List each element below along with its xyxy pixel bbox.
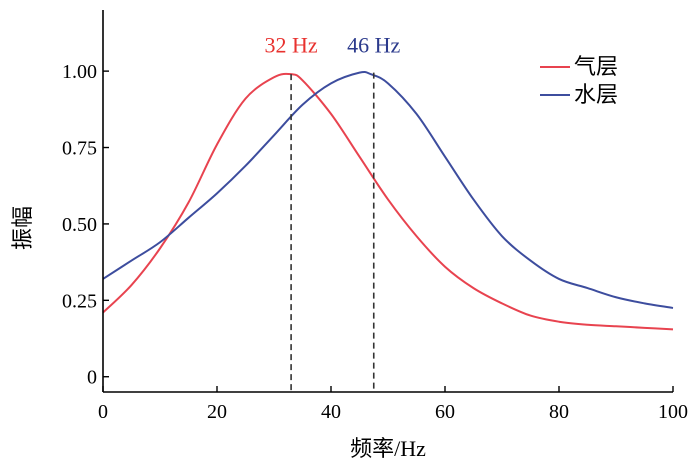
x-tick-label-5: 100 xyxy=(658,401,688,423)
peak-label-1: 46 Hz xyxy=(347,33,400,58)
legend-label-0: 气层 xyxy=(574,54,618,79)
series-line-1 xyxy=(102,70,674,309)
peak-label-0: 32 Hz xyxy=(265,33,318,58)
axes: 0 20 40 60 80 100 0 0.25 0.50 0.75 1.00 xyxy=(62,10,688,423)
y-tick-label-4: 1.00 xyxy=(62,61,97,83)
x-tick-label-0: 0 xyxy=(98,401,108,423)
x-tick-label-4: 80 xyxy=(549,401,569,423)
x-tick-label-3: 60 xyxy=(435,401,455,423)
series-line-0 xyxy=(102,72,674,331)
x-tick-label-2: 40 xyxy=(321,401,341,423)
x-axis-title: 频率/Hz xyxy=(350,436,426,461)
x-tick-label-1: 20 xyxy=(207,401,227,423)
legend-label-1: 水层 xyxy=(574,82,618,107)
y-tick-label-2: 0.50 xyxy=(62,214,97,236)
peak-annotations: 32 Hz 46 Hz xyxy=(265,33,401,392)
y-tick-label-0: 0 xyxy=(87,367,97,389)
y-tick-label-1: 0.25 xyxy=(62,290,97,312)
y-axis-title: 振幅 xyxy=(10,206,35,250)
series-group xyxy=(102,70,674,331)
y-tick-label-3: 0.75 xyxy=(62,138,97,160)
